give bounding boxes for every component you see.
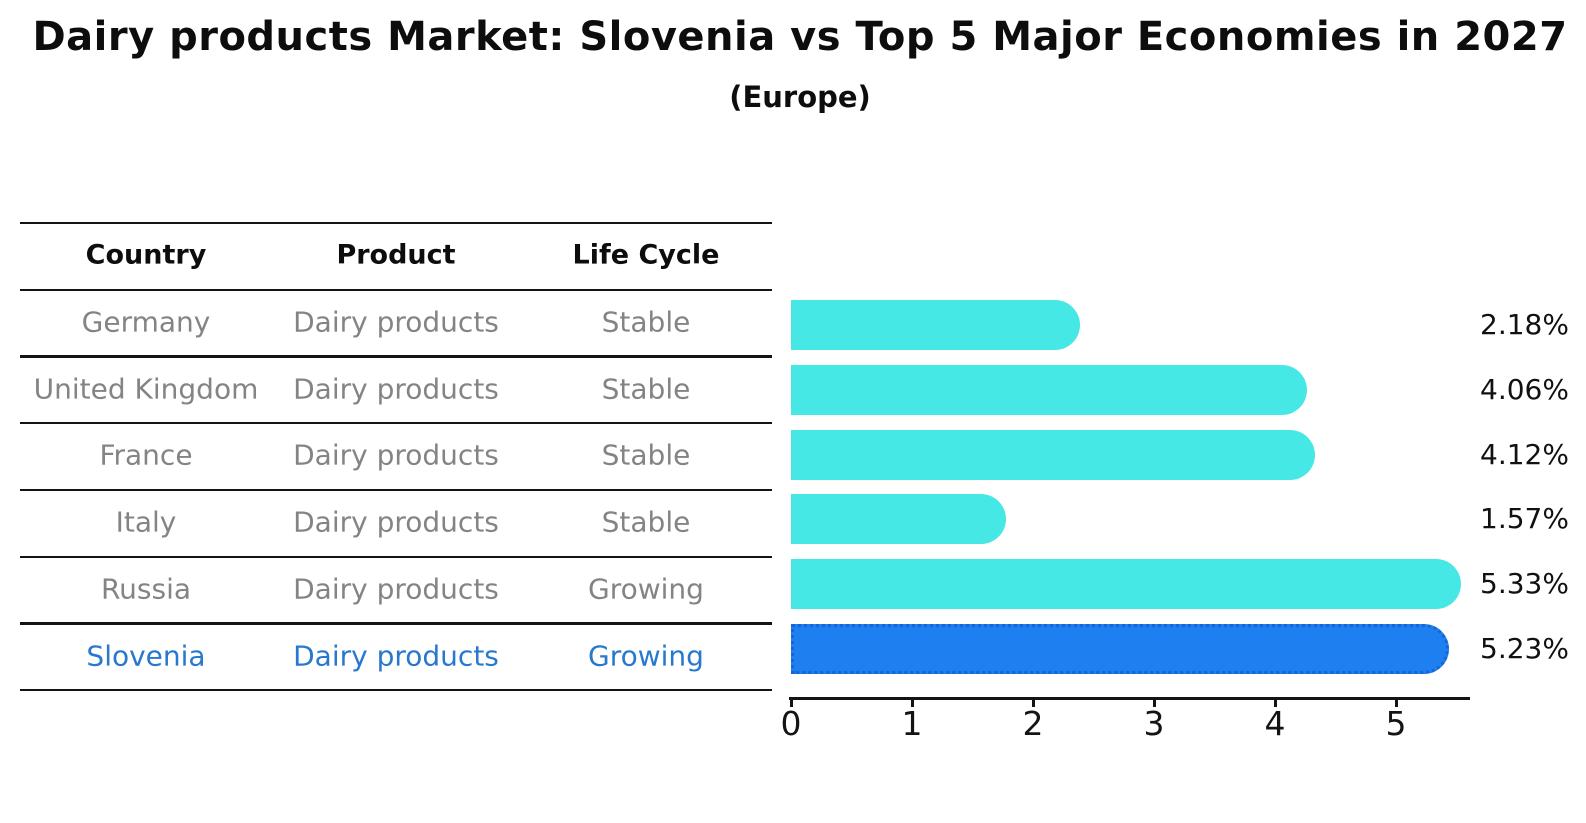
x-tick-mark-1 (910, 697, 914, 707)
table-header-country: Country (85, 239, 207, 271)
table-cell-germany-country: Germany (81, 305, 211, 339)
table-cell-germany-life-cycle: Stable (601, 305, 691, 339)
table-header-product: Product (336, 239, 456, 271)
x-tick-label-0: 0 (780, 704, 802, 743)
table-cell-france-product: Dairy products (293, 438, 499, 472)
table-cell-russia-product: Dairy products (293, 572, 499, 606)
x-tick-label-4: 4 (1264, 704, 1286, 743)
x-tick-label-3: 3 (1143, 704, 1165, 743)
value-label-italy: 1.57% (1480, 502, 1569, 536)
table-row-divider (20, 688, 772, 692)
table-cell-russia-life-cycle: Growing (588, 572, 704, 606)
table-row-divider (20, 288, 772, 292)
table-cell-germany-product: Dairy products (293, 305, 499, 339)
table-row-divider (20, 555, 772, 558)
x-tick-label-5: 5 (1385, 704, 1407, 743)
table-cell-united-kingdom-life-cycle: Stable (601, 372, 691, 406)
table-cell-united-kingdom-country: United Kingdom (33, 372, 259, 406)
value-label-russia: 5.33% (1480, 567, 1569, 601)
table-cell-united-kingdom-product: Dairy products (293, 372, 499, 406)
bar-germany (791, 300, 1080, 350)
bar-italy (791, 494, 1006, 545)
table-row-divider (20, 355, 772, 358)
table-cell-italy-life-cycle: Stable (601, 505, 691, 539)
value-label-france: 4.12% (1480, 437, 1569, 471)
chart-title: Dairy products Market: Slovenia vs Top 5… (32, 14, 1568, 60)
bar-united-kingdom (791, 364, 1308, 415)
x-axis-line (789, 697, 1470, 700)
table-cell-italy-product: Dairy products (293, 505, 499, 539)
x-tick-label-1: 1 (901, 704, 923, 743)
x-tick-mark-3 (1152, 697, 1156, 707)
chart-subtitle: (Europe) (729, 80, 871, 114)
x-tick-mark-5 (1394, 697, 1398, 707)
table-row-divider (20, 422, 772, 425)
x-tick-mark-4 (1273, 697, 1277, 707)
table-cell-slovenia-product: Dairy products (293, 639, 499, 673)
table-cell-france-life-cycle: Stable (601, 438, 691, 472)
bar-slovenia (791, 624, 1449, 674)
table-row-divider (20, 622, 772, 625)
value-label-slovenia: 5.23% (1480, 632, 1569, 665)
table-cell-slovenia-life-cycle: Growing (588, 639, 704, 673)
x-tick-label-2: 2 (1022, 704, 1044, 743)
bar-france (791, 429, 1315, 480)
table-top-border (20, 222, 772, 225)
table-row-divider (20, 488, 772, 492)
table-cell-italy-country: Italy (115, 505, 177, 539)
bar-russia (791, 559, 1461, 610)
table-cell-russia-country: Russia (100, 572, 192, 606)
table-header-life-cycle: Life Cycle (572, 239, 720, 271)
x-tick-mark-0 (789, 697, 793, 707)
x-tick-mark-2 (1031, 697, 1035, 707)
value-label-united-kingdom: 4.06% (1480, 372, 1569, 406)
table-cell-slovenia-country: Slovenia (86, 639, 206, 673)
value-label-germany: 2.18% (1480, 308, 1569, 341)
table-cell-france-country: France (99, 438, 193, 472)
